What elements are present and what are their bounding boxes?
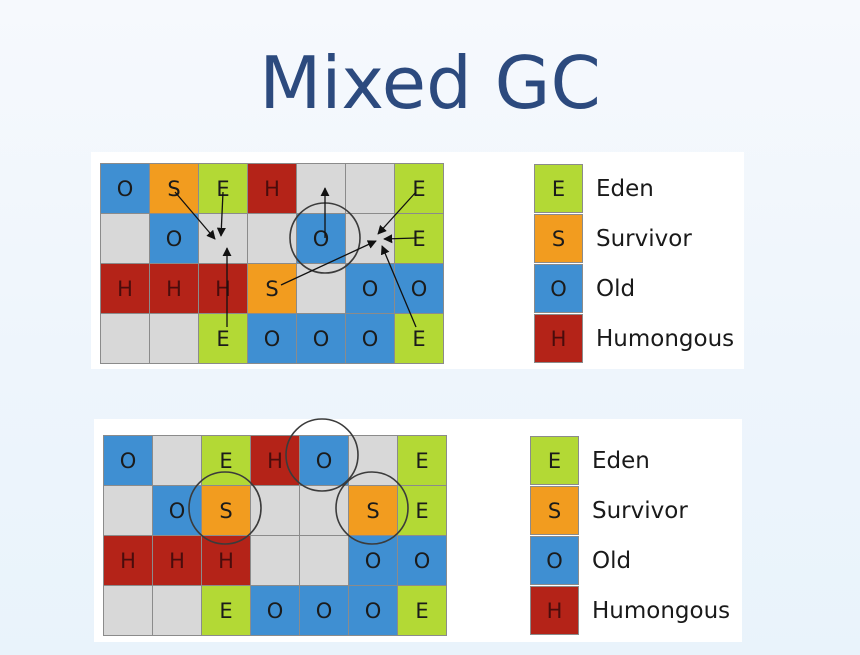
legend-item-eden: E Eden [534,164,654,213]
region-old: O [349,586,398,636]
region-old: O [150,214,199,264]
legend-label: Old [592,547,632,574]
legend-item-humongous: H Humongous [534,314,734,363]
region-survivor: S [349,486,398,536]
legend-item-old: O Old [530,536,631,585]
region-old: O [300,586,349,636]
legend-label: Humongous [596,325,735,352]
region-empty [297,264,346,314]
region-eden: E [395,314,444,364]
region-empty [101,214,150,264]
region-humongous: H [202,536,251,586]
region-old: O [248,314,297,364]
region-eden: E [398,486,447,536]
legend-item-survivor: S Survivor [534,214,692,263]
legend-item-humongous: H Humongous [530,586,730,635]
legend-item-eden: E Eden [530,436,650,485]
region-empty [104,486,153,536]
region-old: O [349,536,398,586]
legend-label: Survivor [596,225,692,252]
region-eden: E [398,586,447,636]
region-empty [251,536,300,586]
region-old: O [153,486,202,536]
region-humongous: H [251,436,300,486]
region-old: O [104,436,153,486]
region-old: O [346,264,395,314]
legend-label: Eden [592,447,650,474]
region-empty [346,164,395,214]
legend-label: Humongous [592,597,731,624]
region-eden: E [398,436,447,486]
legend-label: Eden [596,175,654,202]
region-old: O [346,314,395,364]
region-eden: E [202,436,251,486]
region-old: O [300,436,349,486]
region-humongous: H [248,164,297,214]
region-empty [300,486,349,536]
legend-swatch: O [530,536,579,585]
legend-swatch: E [530,436,579,485]
legend-swatch: E [534,164,583,213]
region-empty [251,486,300,536]
region-empty [104,586,153,636]
region-empty [349,436,398,486]
region-humongous: H [150,264,199,314]
region-empty [300,536,349,586]
region-empty [346,214,395,264]
legend-swatch: H [530,586,579,635]
region-survivor: S [150,164,199,214]
region-humongous: H [153,536,202,586]
region-empty [153,586,202,636]
region-humongous: H [101,264,150,314]
legend-swatch: S [530,486,579,535]
region-empty [150,314,199,364]
region-old: O [297,214,346,264]
legend-swatch: S [534,214,583,263]
region-old: O [297,314,346,364]
region-survivor: S [202,486,251,536]
region-empty [101,314,150,364]
region-humongous: H [104,536,153,586]
region-empty [297,164,346,214]
region-empty [153,436,202,486]
region-humongous: H [199,264,248,314]
region-old: O [398,536,447,586]
legend-swatch: O [534,264,583,313]
region-old: O [101,164,150,214]
region-eden: E [199,164,248,214]
region-empty [199,214,248,264]
region-eden: E [202,586,251,636]
region-old: O [395,264,444,314]
region-old: O [251,586,300,636]
legend-swatch: H [534,314,583,363]
legend-label: Survivor [592,497,688,524]
region-eden: E [199,314,248,364]
legend-label: Old [596,275,636,302]
page-title: Mixed GC [259,41,601,125]
region-eden: E [395,164,444,214]
region-empty [248,214,297,264]
legend-item-old: O Old [534,264,635,313]
legend-item-survivor: S Survivor [530,486,688,535]
region-eden: E [395,214,444,264]
region-survivor: S [248,264,297,314]
